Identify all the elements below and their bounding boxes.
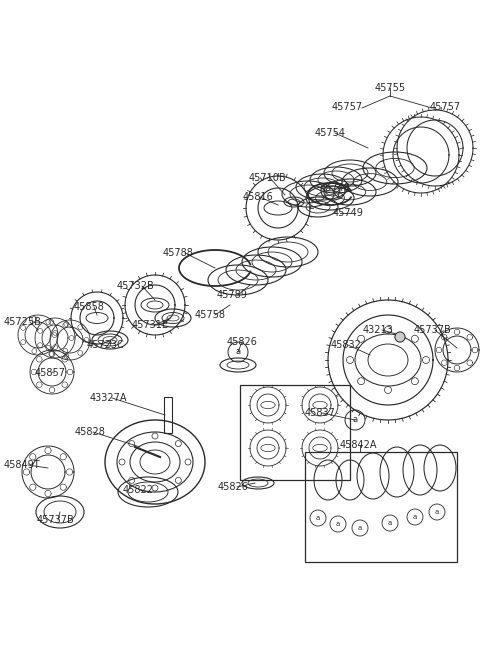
Text: 43213: 43213 — [362, 325, 394, 335]
Text: 45849T: 45849T — [4, 460, 40, 470]
Text: 43327A: 43327A — [89, 393, 127, 403]
Text: 45837: 45837 — [305, 408, 336, 418]
Text: 45858: 45858 — [73, 302, 105, 312]
Text: 45816: 45816 — [242, 192, 274, 202]
Bar — [164, 397, 172, 433]
Text: 45828: 45828 — [74, 427, 106, 437]
Text: 45842A: 45842A — [339, 440, 377, 450]
Text: a: a — [316, 515, 320, 521]
Text: 45758: 45758 — [194, 310, 226, 320]
Text: 45723C: 45723C — [86, 340, 124, 350]
Text: 45757: 45757 — [430, 102, 461, 112]
Text: a: a — [388, 520, 392, 526]
Text: a: a — [352, 415, 358, 424]
Text: 45757: 45757 — [331, 102, 362, 112]
Text: 45737B: 45737B — [413, 325, 451, 335]
Text: 45731E: 45731E — [132, 320, 168, 330]
Circle shape — [395, 332, 405, 342]
Text: a: a — [235, 348, 240, 356]
Text: 45832: 45832 — [331, 340, 361, 350]
Text: 45710B: 45710B — [248, 173, 286, 183]
Text: 45754: 45754 — [314, 128, 346, 138]
Text: 45826: 45826 — [217, 482, 249, 492]
Bar — [240, 385, 350, 480]
Text: 45732B: 45732B — [116, 281, 154, 291]
Text: a: a — [435, 509, 439, 515]
Text: 45749: 45749 — [333, 208, 363, 218]
Text: a: a — [336, 521, 340, 527]
Text: 45755: 45755 — [374, 83, 406, 93]
Text: 45822: 45822 — [122, 485, 154, 495]
Text: 45748: 45748 — [320, 183, 350, 193]
Text: 45789: 45789 — [216, 290, 247, 300]
Text: a: a — [413, 514, 417, 520]
Text: 45725B: 45725B — [3, 317, 41, 327]
Text: 45737B: 45737B — [36, 515, 74, 525]
Text: 45826: 45826 — [227, 337, 257, 347]
Text: 45788: 45788 — [163, 248, 193, 258]
Text: 45857: 45857 — [35, 368, 65, 378]
Text: a: a — [358, 525, 362, 531]
Bar — [305, 452, 457, 562]
